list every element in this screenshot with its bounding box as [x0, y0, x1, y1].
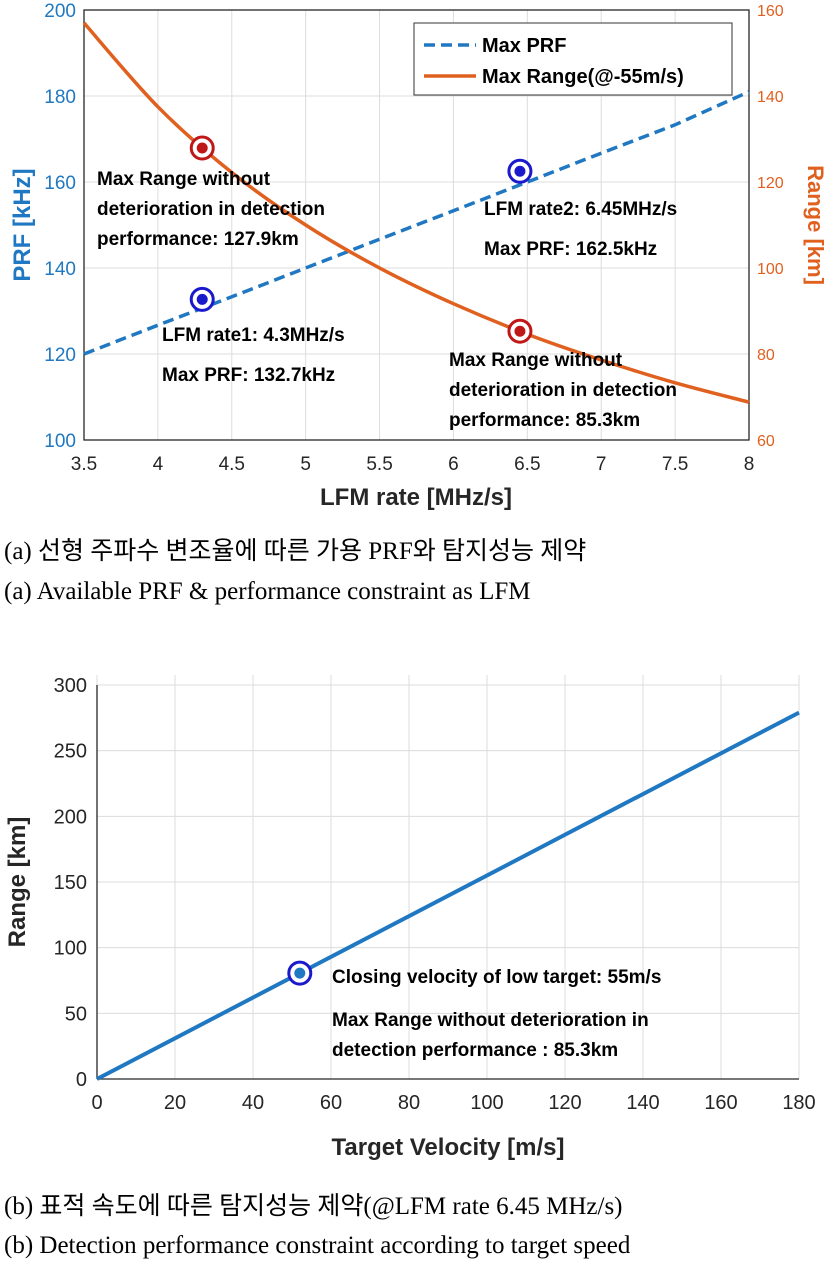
a-y-right-tick-label: 100 — [757, 261, 784, 278]
a-annotation-line: Max Range without — [449, 350, 623, 371]
caption-a-english: (a) Available PRF & performance constrai… — [4, 578, 531, 605]
b-x-tick-label: 100 — [470, 1092, 503, 1114]
a-annotation-prf-1: LFM rate1: 4.3MHz/s Max PRF: 132.7kHz — [162, 325, 345, 386]
a-annotation-line: deterioration in detection — [449, 380, 677, 401]
b-y-tick-label: 300 — [54, 675, 87, 697]
a-annotation-line: LFM rate1: 4.3MHz/s — [162, 325, 345, 346]
b-marker — [287, 960, 313, 986]
b-marker-dot — [294, 967, 306, 979]
chart-a: 3.5 4 4.5 5 5.5 6 6.5 7 7.5 8 100120140160180200 … — [9, 1, 827, 511]
a-x-tick-label: 3.5 — [71, 454, 97, 475]
a-x-tick-label: 7 — [596, 454, 607, 475]
a-annotation-line: performance: 127.9km — [97, 229, 299, 250]
a-annotation-line: Max PRF: 132.7kHz — [162, 365, 335, 386]
b-y-tick-label: 250 — [54, 741, 87, 763]
a-marker-dot — [514, 325, 526, 337]
a-annotation-line: Max Range without — [97, 169, 271, 190]
a-annotation-range-1: Max Range without deterioration in detec… — [97, 169, 325, 250]
a-marker-blue — [507, 158, 533, 184]
b-x-tick-label: 80 — [398, 1092, 420, 1114]
a-x-tick-label: 6.5 — [514, 454, 540, 475]
a-y-left-axis-label: PRF [kHz] — [9, 168, 36, 281]
b-annotation-line: Closing velocity of low target: 55m/s — [332, 967, 661, 988]
a-y-left-tick-label: 200 — [44, 1, 76, 22]
chart-b: 0 20 40 60 80 100 120 140 160 180 0 50 100 150 200 250… — [4, 675, 816, 1161]
a-legend-label-prf: Max PRF — [482, 35, 566, 57]
a-annotation-prf-2: LFM rate2: 6.45MHz/s Max PRF: 162.5kHz — [484, 199, 677, 260]
b-y-tick-label: 0 — [76, 1069, 87, 1091]
b-x-tick-label: 140 — [626, 1092, 659, 1114]
a-legend: Max PRF Max Range(@-55m/s) — [413, 22, 733, 96]
a-x-tick-label: 5.5 — [366, 454, 392, 475]
b-annotation-velocity: Closing velocity of low target: 55m/s — [332, 967, 661, 988]
b-x-tick-label: 120 — [548, 1092, 581, 1114]
b-x-tick-label: 20 — [164, 1092, 186, 1114]
a-annotation-line: deterioration in detection — [97, 199, 325, 220]
caption-a-korean: (a) 선형 주파수 변조율에 따른 가용 PRF와 탐지성능 제약 — [4, 538, 587, 565]
b-y-tick-labels: 0 50 100 150 200 250 300 — [54, 675, 87, 1091]
caption-b-english: (b) Detection performance constraint acc… — [4, 1232, 631, 1259]
b-x-tick-label: 160 — [704, 1092, 737, 1114]
caption-b-korean: (b) 표적 속도에 따른 탐지성능 제약(@LFM rate 6.45 MHz… — [4, 1193, 623, 1220]
b-y-tick-label: 100 — [54, 938, 87, 960]
a-annotation-line: performance: 85.3km — [449, 410, 640, 431]
a-annotation-line: LFM rate2: 6.45MHz/s — [484, 199, 677, 220]
a-y-right-tick-label: 140 — [757, 89, 784, 106]
a-x-tick-labels: 3.5 4 4.5 5 5.5 6 6.5 7 7.5 8 — [71, 454, 755, 475]
b-annotation-line: detection performance : 85.3km — [332, 1040, 618, 1061]
a-y-right-axis-label: Range [km] — [803, 165, 827, 285]
a-y-right-tick-label: 160 — [757, 3, 784, 20]
b-y-tick-label: 150 — [54, 872, 87, 894]
a-y-left-tick-label: 160 — [44, 173, 76, 194]
a-x-tick-label: 7.5 — [662, 454, 688, 475]
b-y-tick-label: 200 — [54, 806, 87, 828]
b-x-tick-labels: 0 20 40 60 80 100 120 140 160 180 — [91, 1092, 815, 1114]
b-x-tick-label: 180 — [782, 1092, 815, 1114]
a-x-tick-label: 8 — [744, 454, 755, 475]
b-x-axis-label: Target Velocity [m/s] — [332, 1134, 565, 1161]
a-marker-dot — [196, 142, 208, 154]
b-x-tick-label: 60 — [320, 1092, 342, 1114]
b-annotation-line: Max Range without deterioration in — [332, 1010, 649, 1031]
b-x-tick-label: 0 — [91, 1092, 102, 1114]
a-y-right-tick-label: 60 — [757, 433, 775, 450]
a-markers-layer — [189, 135, 533, 344]
b-x-tick-label: 40 — [242, 1092, 264, 1114]
a-y-left-tick-label: 180 — [44, 87, 76, 108]
a-annotation-range-2: Max Range without deterioration in detec… — [449, 350, 677, 431]
a-x-tick-label: 6 — [448, 454, 459, 475]
a-marker-blue — [189, 286, 215, 312]
a-y-right-tick-label: 120 — [757, 175, 784, 192]
b-grid — [96, 675, 800, 1080]
a-annotation-line: Max PRF: 162.5kHz — [484, 239, 657, 260]
a-y-right-tick-label: 80 — [757, 347, 775, 364]
b-series-layer — [96, 710, 800, 1081]
a-y-left-tick-label: 120 — [44, 345, 76, 366]
a-plot-frame — [83, 9, 750, 441]
a-series-layer — [82, 21, 750, 404]
b-series-line-range — [96, 710, 800, 1081]
a-legend-box — [413, 22, 733, 96]
a-legend-label-range: Max Range(@-55m/s) — [482, 66, 684, 88]
a-marker-dot — [196, 293, 208, 305]
a-y-right-tick-labels: 60 80 100 120 140 160 — [757, 3, 784, 450]
a-marker-red — [189, 135, 215, 161]
b-y-tick-label: 50 — [65, 1003, 87, 1025]
a-y-left-tick-label: 140 — [44, 259, 76, 280]
a-marker-dot — [514, 165, 526, 177]
a-x-tick-label: 5 — [300, 454, 311, 475]
a-x-tick-label: 4 — [153, 454, 164, 475]
a-x-tick-label: 4.5 — [219, 454, 245, 475]
a-marker-red — [507, 318, 533, 344]
b-markers-layer — [287, 960, 313, 986]
a-y-left-tick-labels: 100 120 140 160 180 200 — [44, 1, 76, 452]
a-y-left-tick-label: 100 — [44, 431, 76, 452]
a-series-line-max-range — [82, 21, 750, 404]
b-annotation-range: Max Range without deterioration in detec… — [332, 1010, 649, 1061]
a-x-axis-label: LFM rate [MHz/s] — [320, 484, 512, 511]
b-y-axis-label: Range [km] — [4, 817, 31, 948]
